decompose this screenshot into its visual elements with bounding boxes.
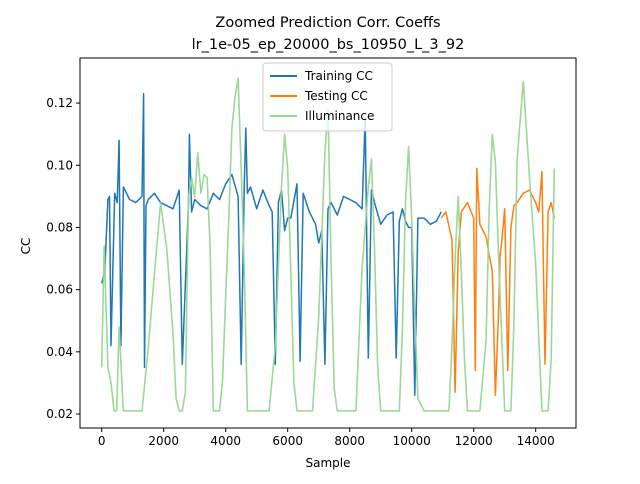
series-line-illuminance [100,77,556,412]
y-axis-label: CC [19,238,33,255]
x-tick-label: 6000 [272,434,303,448]
legend-entry: Training CC [304,69,373,83]
legend-box [262,62,393,132]
y-tick-label: 0.02 [46,407,73,421]
y-tick-label: 0.06 [46,283,73,297]
y-tick-label: 0.12 [46,96,73,110]
x-tick-label: 10000 [393,434,431,448]
x-tick-label: 4000 [210,434,241,448]
plot-series-group [100,77,556,412]
legend-entry: Testing CC [304,89,368,103]
chart-title: Zoomed Prediction Corr. Coeffs [215,15,440,31]
plot-frame [79,57,577,429]
y-tick-label: 0.04 [46,345,73,359]
y-tick-label: 0.10 [46,158,73,172]
x-tick-label: 14000 [517,434,555,448]
x-axis-label: Sample [306,456,351,470]
legend: Training CC Testing CC Illuminance [262,62,393,132]
series-line-training-cc [100,93,442,397]
y-tick-label: 0.08 [46,220,73,234]
legend-entry: Illuminance [305,109,374,123]
chart-subtitle: lr_1e-05_ep_20000_bs_10950_L_3_92 [192,37,465,53]
x-tick-label: 0 [98,434,106,448]
x-tick-label: 8000 [334,434,365,448]
x-tick-label: 12000 [455,434,493,448]
axes-group: 0 2000 4000 6000 8000 10000 12000 14000 0.02 0.04… [46,57,577,448]
x-tick-label: 2000 [148,434,179,448]
